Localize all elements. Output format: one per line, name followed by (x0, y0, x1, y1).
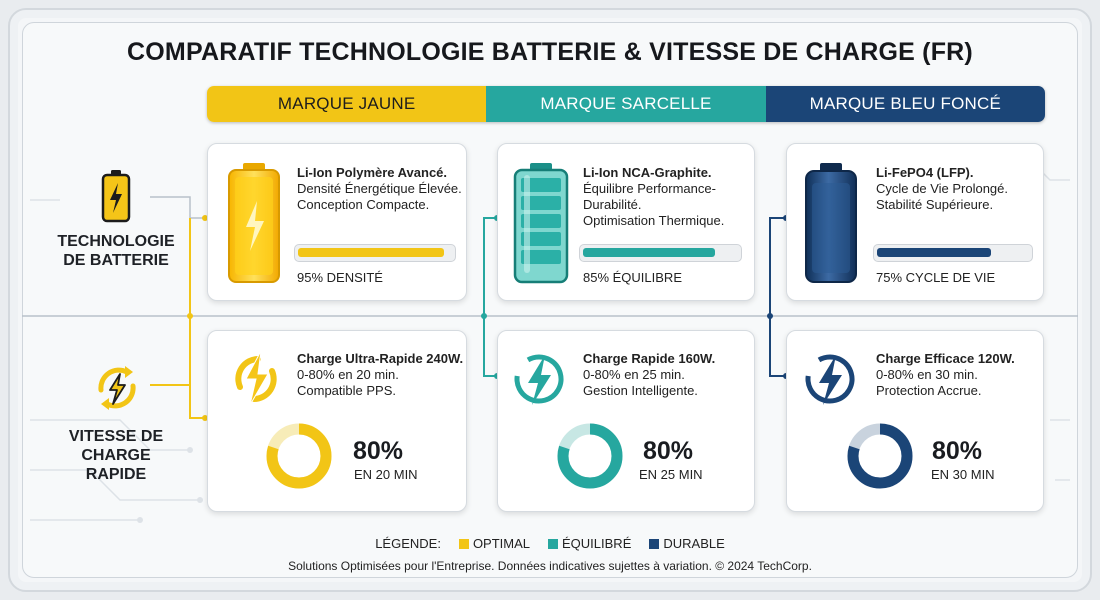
teal-battery-icon (513, 163, 569, 284)
battery-card-navy-title: Li-FePO4 (LFP). (876, 165, 974, 180)
cycle-life-bar (873, 244, 1033, 262)
legend-swatch-teal (548, 538, 559, 549)
row-label-charge: VITESSE DE CHARGE RAPIDE (40, 427, 192, 484)
charge-card-teal-line2: 0-80% en 25 min. (583, 367, 685, 382)
row-label-charge-line2: CHARGE (81, 447, 151, 464)
charge-time-yellow: EN 20 MIN (354, 467, 418, 482)
charge-donut-yellow (266, 423, 332, 489)
fast-charge-icon (98, 366, 136, 410)
navy-battery-icon (805, 163, 857, 283)
row-label-charge-line1: VITESSE DE (68, 428, 164, 445)
charge-percent-teal: 80% (643, 437, 694, 465)
density-bar (294, 244, 456, 262)
charge-donut-teal-arc (557, 423, 623, 489)
brand-header-bar: MARQUE JAUNE MARQUE SARCELLE MARQUE BLEU… (207, 86, 1045, 122)
battery-card-teal-line2: Équilibre Performance-Durabilité. (583, 181, 716, 212)
charge-time-teal: EN 25 MIN (639, 467, 703, 482)
charge-donut-teal (557, 423, 623, 489)
battery-card-yellow-title: Li-Ion Polymère Avancé. (297, 165, 448, 180)
battery-card-navy: Li-FePO4 (LFP). Cycle de Vie Prolongé. S… (786, 143, 1044, 301)
battery-bolt-icon (101, 170, 131, 223)
cycle-life-bar-fill (877, 248, 991, 257)
legend-item-optimal-label: OPTIMAL (472, 536, 531, 551)
yellow-bolt-icon (235, 350, 277, 406)
density-bar-fill (298, 248, 444, 257)
row-label-charge-line3: RAPIDE (85, 466, 147, 483)
charge-donut-yellow-arc (266, 423, 332, 489)
row-label-battery-line2: DE BATTERIE (63, 252, 169, 269)
battery-card-navy-line2: Cycle de Vie Prolongé. (876, 181, 1009, 196)
cycle-life-label: 75% CYCLE DE VIE (876, 270, 996, 285)
charge-percent-navy: 80% (932, 437, 983, 465)
battery-card-navy-line3: Stabilité Supérieure. (876, 197, 994, 212)
brand-yellow-label: MARQUE JAUNE (207, 86, 487, 122)
brand-teal-label: MARQUE SARCELLE (486, 86, 766, 122)
charge-card-teal-line3: Gestion Intelligente. (583, 383, 698, 398)
legend-item-balanced: ÉQUILIBRÉ (538, 536, 631, 551)
battery-card-yellow-line3: Conception Compacte. (297, 197, 430, 212)
balance-label: 85% ÉQUILIBRE (583, 270, 682, 285)
row-label-battery-line1: TECHNOLOGIE (57, 233, 175, 250)
battery-card-yellow-line2: Densité Énergétique Élevée. (297, 181, 462, 196)
charge-card-navy-line3: Protection Accrue. (876, 383, 982, 398)
yellow-battery-icon (228, 163, 280, 283)
row-label-battery: TECHNOLOGIE DE BATTERIE (40, 232, 192, 270)
charge-percent-yellow: 80% (353, 437, 404, 465)
battery-card-teal-title: Li-Ion NCA-Graphite. (583, 165, 712, 180)
density-label: 95% DENSITÉ (297, 270, 383, 285)
legend-swatch-navy (649, 538, 660, 549)
charge-card-teal: Charge Rapide 160W. 0-80% en 25 min. Ges… (497, 330, 755, 512)
battery-card-teal-line3: Optimisation Thermique. (583, 213, 725, 228)
balance-bar-fill (583, 248, 715, 257)
battery-card-yellow: Li-Ion Polymère Avancé. Densité Énergéti… (207, 143, 467, 301)
charge-card-yellow: Charge Ultra-Rapide 240W. 0-80% en 20 mi… (207, 330, 467, 512)
legend-label: LÉGENDE: (375, 536, 441, 551)
legend-item-durable-label: DURABLE (663, 536, 725, 551)
legend-item-durable: DURABLE (639, 536, 725, 551)
battery-card-teal: Li-Ion NCA-Graphite. Équilibre Performan… (497, 143, 755, 301)
legend-swatch-yellow (458, 538, 469, 549)
charge-card-navy: Charge Efficace 120W. 0-80% en 30 min. P… (786, 330, 1044, 512)
charge-donut-navy (847, 423, 913, 489)
teal-bolt-icon (514, 354, 564, 405)
navy-bolt-icon (805, 354, 855, 405)
balance-bar (579, 244, 742, 262)
charge-donut-navy-arc (847, 423, 913, 489)
charge-time-navy: EN 30 MIN (931, 467, 995, 482)
brand-navy-label: MARQUE BLEU FONCÉ (765, 86, 1045, 122)
legend-item-optimal: OPTIMAL (449, 536, 530, 551)
charge-card-yellow-line3: Compatible PPS. (297, 383, 396, 398)
charge-card-yellow-line2: 0-80% en 20 min. (297, 367, 399, 382)
charge-card-yellow-title: Charge Ultra-Rapide 240W. (297, 351, 464, 366)
charge-card-navy-title: Charge Efficace 120W. (876, 351, 1015, 366)
legend: LÉGENDE: OPTIMAL ÉQUILIBRÉ DURABLE (0, 536, 1100, 551)
page-title: COMPARATIF TECHNOLOGIE BATTERIE & VITESS… (127, 38, 973, 66)
legend-item-balanced-label: ÉQUILIBRÉ (562, 536, 632, 551)
charge-card-teal-title: Charge Rapide 160W. (583, 351, 716, 366)
footer-note: Solutions Optimisées pour l'Entreprise. … (288, 559, 812, 573)
charge-card-navy-line2: 0-80% en 30 min. (876, 367, 978, 382)
